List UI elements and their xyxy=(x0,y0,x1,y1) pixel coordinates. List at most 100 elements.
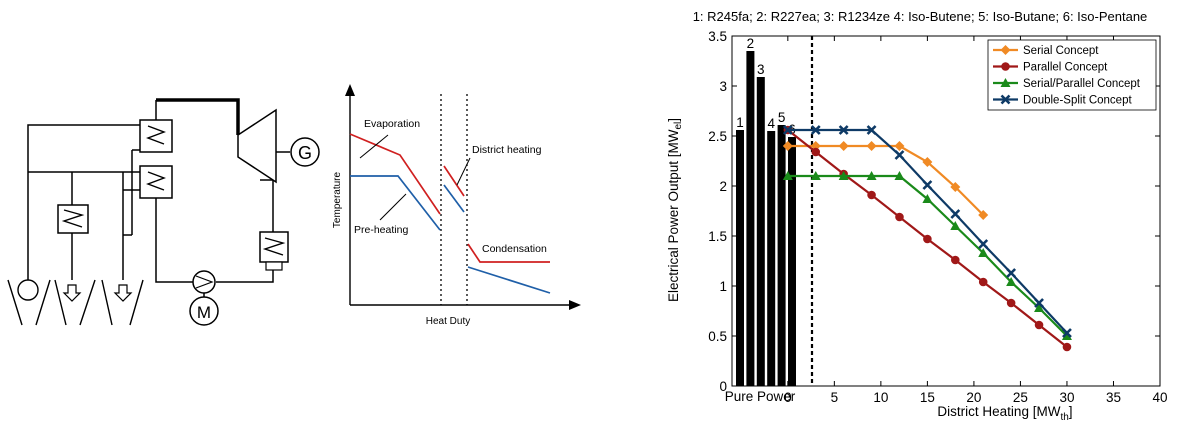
cross-marker xyxy=(922,180,933,190)
legend-entry: Parallel Concept xyxy=(1023,62,1108,74)
legend-entry: Serial/Parallel Concept xyxy=(1023,78,1141,90)
injection-arrow-icon xyxy=(62,284,82,302)
triangle-marker xyxy=(838,171,849,180)
y-tick-label: 2.5 xyxy=(708,129,727,144)
chart-title: 1: R245fa; 2: R227ea; 3: R1234ze 4: Iso-… xyxy=(693,9,1148,24)
diamond-marker xyxy=(894,141,905,151)
circle-marker xyxy=(978,277,988,287)
y-tick-label: 1.5 xyxy=(708,229,727,244)
pure-power-bar xyxy=(777,125,786,386)
turbine xyxy=(237,108,277,184)
triangle-marker xyxy=(950,221,961,230)
circle-marker xyxy=(1006,298,1016,308)
bar-label: 1 xyxy=(736,115,744,130)
cross-marker xyxy=(1006,268,1017,278)
series-group xyxy=(782,171,1072,340)
motor-label: M xyxy=(197,303,211,322)
evaporation-label: Evaporation xyxy=(364,118,420,130)
x-tick-label: 35 xyxy=(1106,390,1121,405)
plot-frame xyxy=(731,35,1161,387)
cross-marker xyxy=(950,209,961,219)
diamond-marker xyxy=(950,182,961,192)
pipe-outer-loop xyxy=(27,124,140,280)
y-tick-label: 0 xyxy=(719,379,727,394)
pipe-live-steam xyxy=(156,98,240,135)
circle-marker xyxy=(867,190,876,200)
tq-x-label: Heat Duty xyxy=(426,316,470,327)
cross-marker xyxy=(810,125,821,135)
production-well-icon xyxy=(7,279,51,326)
cross-marker xyxy=(782,125,793,135)
tq-y-arrow-icon xyxy=(345,84,355,96)
preheating-pointer xyxy=(379,193,407,221)
y-tick-label: 3.5 xyxy=(708,29,727,44)
y-tick-label: 3 xyxy=(719,79,727,94)
condensation-label: Condensation xyxy=(482,243,547,255)
legend-box xyxy=(987,39,1157,111)
x-tick-label: 0 xyxy=(784,390,792,405)
cross-marker xyxy=(1000,94,1011,105)
cold-stream xyxy=(350,175,551,294)
circle-marker xyxy=(951,255,960,265)
triangle-marker xyxy=(1000,78,1011,87)
district-heating-pointer xyxy=(456,157,471,186)
cross-marker xyxy=(866,125,877,135)
plant-schematic: G M xyxy=(7,98,320,326)
preheating-label: Pre-heating xyxy=(354,224,408,236)
y-tick-label: 0.5 xyxy=(708,329,727,344)
pure-power-bar xyxy=(746,51,755,386)
tq-diagram: Evaporation Pre-heating District heating… xyxy=(332,84,581,327)
condenser xyxy=(259,231,289,271)
district-heat-exchanger xyxy=(57,204,89,234)
pure-power-label: Pure Power xyxy=(725,389,796,404)
cross-marker xyxy=(1062,328,1072,338)
y-axis-label: Electrical Power Output [MWel] xyxy=(666,118,684,302)
triangle-marker xyxy=(1006,277,1017,286)
x-tick-label: 20 xyxy=(966,390,981,405)
circle-marker xyxy=(1001,62,1010,71)
legend: Serial Concept Parallel Concept Serial/Par… xyxy=(987,39,1157,111)
series-group xyxy=(783,125,1072,352)
x-tick-label: 15 xyxy=(920,390,935,405)
motor-icon: M xyxy=(189,296,219,326)
series-group xyxy=(782,125,1072,338)
triangle-marker xyxy=(782,171,793,180)
x-tick-label: 5 xyxy=(831,390,839,405)
pure-power-bar xyxy=(767,131,776,386)
bar-label: 2 xyxy=(747,36,755,51)
circle-marker xyxy=(1062,342,1072,352)
triangle-marker xyxy=(978,248,989,257)
diamond-marker xyxy=(978,210,989,220)
pure-power-bar xyxy=(756,77,765,386)
x-tick-label: 25 xyxy=(1013,390,1028,405)
bar-label: 5 xyxy=(778,110,786,125)
pipe-turbine-out xyxy=(260,179,274,232)
evaporator xyxy=(139,119,173,153)
legend-entry: Double-Split Concept xyxy=(1023,95,1132,107)
injection-well-icon xyxy=(54,279,96,326)
triangle-marker xyxy=(810,171,821,180)
diamond-marker xyxy=(782,141,793,151)
x-tick-label: 30 xyxy=(1059,390,1074,405)
cross-marker xyxy=(838,125,849,135)
pipe-pump-to-cond xyxy=(216,262,274,283)
diamond-marker xyxy=(1000,45,1011,55)
diamond-marker xyxy=(838,141,849,151)
plot-area: 00.511.522.533.50510152025303540123456Se… xyxy=(708,29,1167,405)
triangle-marker xyxy=(894,171,905,180)
triangle-marker xyxy=(866,171,877,180)
pure-power-bar xyxy=(788,137,796,386)
generator-icon: G xyxy=(290,137,320,167)
pipe-return xyxy=(155,198,193,283)
district-heating-label: District heating xyxy=(472,144,542,156)
preheater xyxy=(139,165,173,199)
pure-power-bar xyxy=(736,130,744,386)
tq-x-arrow-icon xyxy=(569,300,581,310)
cross-marker xyxy=(978,239,989,249)
circle-marker xyxy=(811,147,821,157)
circle-marker xyxy=(923,234,932,244)
y-tick-label: 2 xyxy=(719,179,727,194)
district-return-icon xyxy=(101,279,144,326)
x-axis-label: District Heating [MWth] xyxy=(937,404,1072,423)
triangle-marker xyxy=(1034,303,1045,312)
